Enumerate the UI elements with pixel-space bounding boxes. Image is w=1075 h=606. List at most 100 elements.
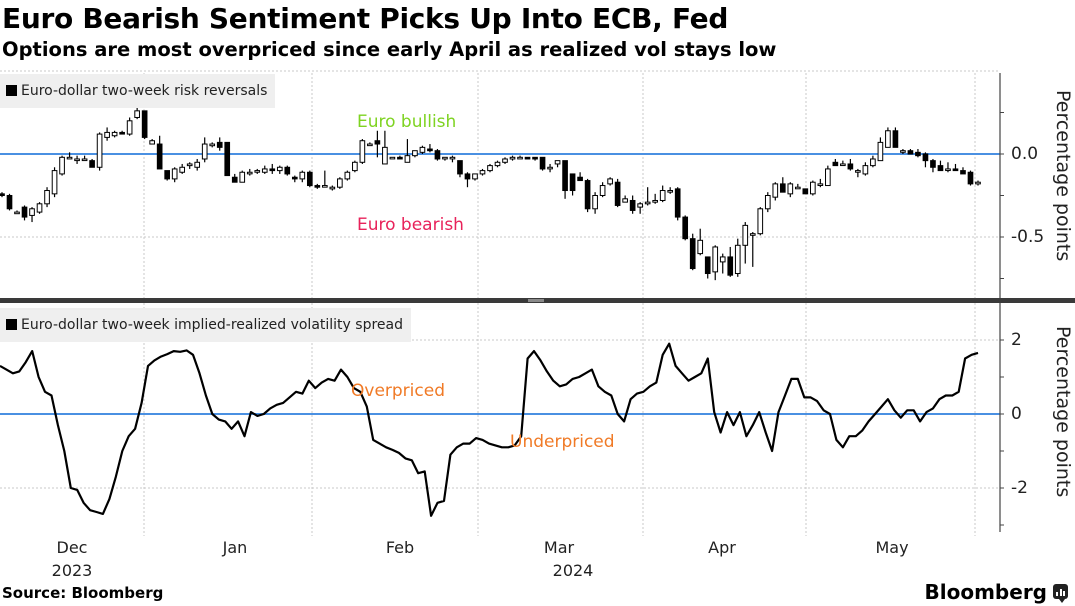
candle: [803, 189, 808, 194]
candle-body-up: [97, 134, 102, 167]
candle: [923, 152, 928, 167]
candle: [563, 161, 568, 199]
candle: [30, 207, 35, 222]
candle-body-up: [405, 156, 410, 163]
candle: [938, 161, 943, 171]
candle-body-up: [262, 169, 267, 172]
candle: [345, 171, 350, 181]
candle-body-down: [780, 184, 785, 192]
candle-body-up: [368, 144, 373, 146]
candle-body-up: [750, 234, 755, 236]
candle: [368, 142, 373, 145]
candle-body-up: [52, 171, 57, 194]
bloomberg-logo: Bloomberg: [925, 580, 1047, 604]
candle-body-up: [811, 182, 816, 194]
candle-body-down: [893, 131, 898, 148]
candle: [953, 164, 958, 171]
candle-body-up: [608, 179, 613, 184]
x-year-label: 2023: [42, 561, 102, 580]
candle-body-down: [120, 132, 125, 134]
candle: [818, 179, 823, 187]
candle: [578, 172, 583, 180]
candle-body-up: [773, 184, 778, 197]
legend-label: Euro-dollar two-week risk reversals: [21, 83, 267, 99]
candle-body-down: [690, 239, 695, 269]
candle: [353, 161, 358, 173]
candle-body-up: [127, 121, 132, 134]
candle-body-up: [871, 159, 876, 166]
candle-body-up: [826, 169, 831, 186]
candle-body-up: [818, 184, 823, 186]
candle: [495, 161, 500, 168]
candle: [638, 202, 643, 214]
candle-body-up: [187, 164, 192, 166]
candle-body-down: [0, 194, 4, 196]
candle: [15, 210, 20, 213]
candle: [518, 156, 523, 159]
candle-body-up: [135, 111, 140, 118]
candle: [120, 131, 125, 134]
candle-body-up: [758, 209, 763, 234]
candle: [548, 164, 553, 172]
candle: [720, 254, 725, 274]
y-tick-label: 0: [1011, 404, 1022, 424]
x-tick-label: Jan: [205, 538, 265, 557]
candle-body-down: [7, 196, 12, 209]
candle: [773, 182, 778, 200]
candle: [788, 182, 793, 197]
candle-body-up: [60, 157, 65, 174]
annotation-euro-bearish: Euro bearish: [357, 215, 464, 235]
candle: [690, 234, 695, 271]
candle: [127, 117, 132, 135]
candle: [653, 194, 658, 204]
candle: [683, 215, 688, 240]
candle: [37, 202, 42, 214]
candle-body-up: [765, 196, 770, 209]
candle-body-up: [82, 159, 87, 161]
candle-body-down: [570, 174, 575, 191]
candle: [600, 182, 605, 197]
candle: [165, 171, 170, 181]
candle: [315, 184, 320, 189]
candle-body-down: [578, 177, 583, 180]
candle: [247, 169, 252, 176]
panel-divider-handle: [528, 299, 544, 302]
candle: [743, 222, 748, 264]
candle: [728, 247, 733, 277]
candle: [323, 171, 328, 188]
candle: [473, 174, 478, 181]
candle-body-up: [240, 172, 245, 182]
candle-body-down: [458, 161, 463, 174]
candle: [172, 167, 177, 182]
candle-body-up: [480, 171, 485, 174]
x-tick-label: Mar: [529, 538, 589, 557]
candle-body-up: [946, 169, 951, 171]
candle: [330, 186, 335, 191]
legend-swatch: [6, 319, 17, 330]
candle-body-up: [863, 166, 868, 174]
candle-body-down: [630, 200, 635, 210]
candle: [555, 161, 560, 168]
candle: [961, 167, 966, 174]
candle-body-up: [338, 179, 343, 187]
candle-body-down: [923, 154, 928, 161]
candle: [608, 177, 613, 185]
candle-body-up: [37, 204, 42, 212]
candle-body-up: [495, 162, 500, 165]
candle: [593, 192, 598, 214]
candle: [916, 149, 921, 157]
candle-body-down: [533, 157, 538, 159]
candle-body-down: [908, 151, 913, 154]
source-note: Source: Bloomberg: [2, 584, 163, 602]
candle-body-up: [105, 132, 110, 137]
candle: [360, 139, 365, 164]
candle: [735, 239, 740, 277]
candle-body-down: [165, 171, 170, 179]
candle: [157, 136, 162, 169]
candle: [833, 159, 838, 166]
candle: [383, 131, 388, 164]
annotation-overpriced: Overpriced: [351, 381, 445, 401]
candle-body-down: [142, 111, 147, 138]
candle-body-down: [931, 161, 936, 168]
candle-body-up: [390, 157, 395, 159]
